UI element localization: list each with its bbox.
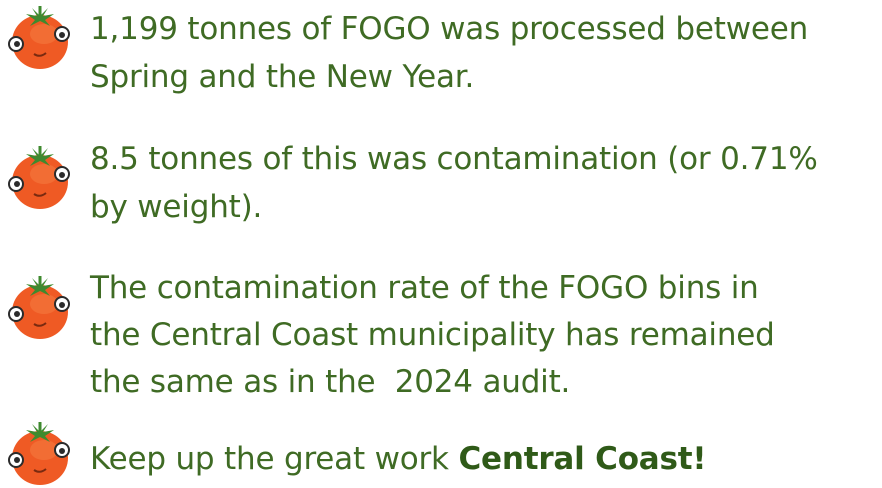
page: {"items": [ {"lines": ["1,199 tonnes of …: [0, 0, 882, 484]
tomato-icon: [4, 418, 74, 488]
tomato-icon: [4, 142, 74, 212]
text-line: 8.5 tonnes of this was contamination (or…: [90, 139, 818, 179]
text-line: the Central Coast municipality has remai…: [90, 315, 775, 355]
text-line: The contamination rate of the FOGO bins …: [90, 268, 759, 308]
text-line: Spring and the New Year.: [90, 57, 474, 97]
tomato-icon: [4, 2, 74, 72]
bold-text: Central Coast!: [458, 441, 706, 477]
text-line: 1,199 tonnes of FOGO was processed betwe…: [90, 9, 808, 49]
text: Keep up the great work: [90, 441, 458, 477]
text-line: the same as in the 2024 audit.: [90, 362, 570, 402]
text-line: Keep up the great work Central Coast!: [90, 439, 706, 479]
tomato-icon: [4, 272, 74, 342]
text-line: by weight).: [90, 187, 262, 227]
